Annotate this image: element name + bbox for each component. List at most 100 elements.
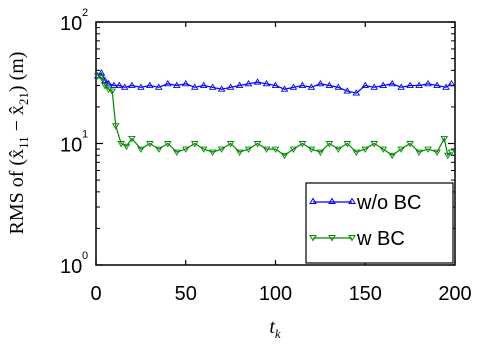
data-point-w-o-bc-15 (199, 81, 208, 88)
data-point-w-bc-5 (111, 123, 120, 130)
data-point-w-o-bc-10 (155, 83, 163, 90)
data-point-w-o-bc-5 (115, 81, 124, 88)
data-point-w-o-bc-27 (307, 83, 316, 90)
data-point-w-bc-20 (235, 149, 244, 156)
data-point-w-o-bc-34 (370, 83, 379, 90)
data-point-w-bc-39 (406, 141, 414, 148)
data-point-w-o-bc-20 (244, 79, 253, 87)
data-point-w-bc-14 (181, 146, 190, 153)
data-point-w-bc-12 (164, 141, 172, 148)
data-point-w-bc-41 (424, 146, 432, 153)
legend: w/o BC w BC (305, 182, 454, 264)
data-point-w-bc-30 (325, 141, 334, 148)
data-point-w-bc-23 (262, 146, 271, 153)
y-tick-label-1: 10 (60, 256, 82, 278)
data-point-w-o-bc-38 (406, 81, 414, 88)
data-point-w-o-bc-31 (343, 87, 352, 94)
data-point-w-bc-17 (208, 149, 217, 156)
data-point-w-bc-15 (190, 141, 199, 148)
data-point-w-o-bc-41 (433, 81, 441, 88)
data-point-w-bc-33 (352, 149, 361, 156)
data-point-w-bc-32 (343, 141, 352, 148)
data-point-w-bc-34 (361, 146, 370, 153)
data-point-w-bc-2 (101, 83, 109, 90)
data-point-w-bc-9 (137, 146, 145, 153)
data-point-w-o-bc-21 (253, 78, 262, 85)
data-point-w-bc-11 (155, 146, 163, 153)
data-point-w-o-bc-16 (208, 83, 217, 90)
data-point-w-bc-19 (226, 141, 235, 148)
data-point-w-bc-24 (271, 146, 280, 153)
data-point-w-o-bc-40 (424, 79, 432, 87)
data-point-w-o-bc-30 (334, 83, 343, 90)
data-point-w-o-bc-9 (146, 81, 154, 88)
x-tick-label-50: 50 (175, 283, 197, 305)
data-point-w-o-bc-42 (442, 83, 450, 90)
data-point-w-o-bc-14 (190, 83, 199, 90)
data-point-w-bc-36 (379, 146, 387, 153)
data-point-w-bc-35 (370, 141, 379, 148)
y-axis-label: RMS of (x̂11 − x̂21) (m) (6, 52, 31, 235)
data-point-w-o-bc-29 (325, 81, 334, 88)
data-point-w-o-bc-35 (379, 81, 387, 88)
data-point-w-bc-45 (447, 149, 456, 156)
data-point-w-bc-7 (122, 143, 131, 151)
data-point-w-o-bc-36 (388, 79, 396, 87)
data-point-w-bc-31 (334, 146, 343, 153)
data-point-w-bc-1 (97, 74, 106, 82)
y-tick-label-100: 10 (60, 13, 82, 35)
data-point-w-bc-8 (128, 136, 136, 143)
data-point-w-bc-18 (217, 146, 226, 153)
data-point-w-o-bc-4 (110, 81, 118, 88)
data-point-w-bc-6 (117, 141, 125, 148)
data-point-w-bc-42 (433, 149, 441, 156)
data-point-w-bc-25 (280, 152, 289, 160)
data-point-w-o-bc-19 (235, 81, 244, 88)
x-tick-label-200: 200 (438, 283, 471, 305)
x-tick-label-150: 150 (349, 283, 382, 305)
data-point-w-o-bc-25 (289, 83, 298, 90)
legend-marker-w-bc (309, 235, 317, 242)
data-point-w-o-bc-24 (280, 85, 289, 92)
data-point-w-o-bc-33 (361, 81, 370, 88)
y-tick-exponent-1: 0 (82, 250, 88, 262)
x-axis-label: tk (269, 316, 281, 341)
series-layer (94, 69, 456, 160)
x-axis-label-main: t (269, 316, 275, 338)
series-line-w-bc (97, 75, 452, 157)
data-point-w-bc-21 (244, 146, 253, 153)
data-point-w-o-bc-17 (217, 85, 226, 92)
data-point-w-bc-16 (199, 146, 208, 153)
data-point-w-o-bc-7 (128, 81, 136, 88)
data-point-w-o-bc-32 (352, 89, 361, 96)
x-tick-label-0: 0 (90, 283, 101, 305)
data-point-w-o-bc-18 (226, 83, 235, 90)
data-point-w-o-bc-11 (164, 79, 172, 87)
legend-marker-wo-bc (309, 197, 317, 204)
data-point-w-o-bc-37 (397, 83, 405, 90)
data-point-w-o-bc-26 (298, 81, 307, 88)
data-point-w-bc-29 (316, 149, 325, 156)
y-tick-exponent-10: 1 (82, 129, 88, 141)
data-point-w-bc-4 (108, 88, 116, 95)
data-point-w-o-bc-28 (316, 79, 325, 87)
data-point-w-bc-40 (415, 149, 423, 156)
y-tick-label-10: 10 (60, 135, 82, 157)
x-axis-label-sub: k (275, 326, 281, 341)
data-point-w-bc-10 (146, 141, 154, 148)
data-point-w-o-bc-6 (120, 83, 129, 90)
legend-entry-w-bc: w BC (309, 228, 405, 250)
legend-entry-wo-bc: w/o BC (309, 192, 421, 214)
data-point-w-bc-28 (307, 146, 316, 153)
legend-box (305, 182, 454, 264)
data-point-w-o-bc-12 (172, 81, 181, 88)
data-point-w-o-bc-2 (101, 76, 109, 83)
legend-label-w-bc: w BC (356, 228, 405, 250)
data-point-w-bc-38 (397, 146, 405, 153)
data-point-w-bc-3 (104, 86, 113, 94)
data-point-w-bc-13 (172, 149, 181, 156)
data-point-w-bc-22 (253, 141, 262, 148)
data-point-w-o-bc-23 (271, 81, 280, 88)
data-point-w-o-bc-8 (137, 83, 145, 90)
